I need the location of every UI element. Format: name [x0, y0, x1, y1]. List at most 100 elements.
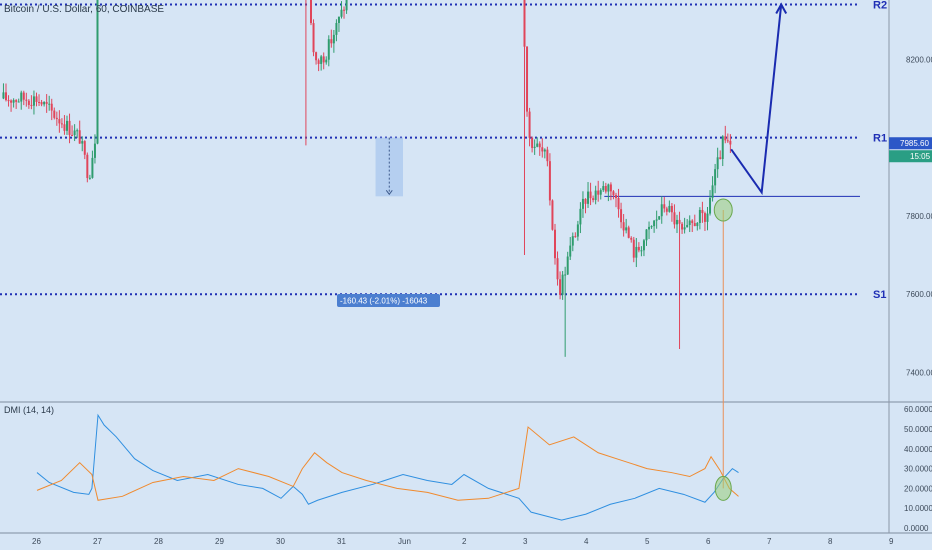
candle-body — [721, 136, 724, 159]
level-label-r1: R1 — [873, 133, 887, 145]
candle-body — [317, 60, 320, 64]
candle-body — [670, 205, 673, 213]
candle-body — [325, 59, 328, 63]
dmi-tick-label: 30.0000 — [904, 465, 932, 474]
dmi-line-minus-di — [36, 426, 739, 501]
candle-body — [63, 124, 66, 131]
candle-body — [602, 186, 605, 191]
measure-label-box — [337, 294, 440, 307]
candle-body — [78, 130, 81, 144]
candle-body — [622, 222, 625, 231]
candle-body — [604, 186, 607, 192]
candle-body — [688, 220, 691, 225]
time-tick-label: 31 — [337, 537, 346, 546]
current-price-label: 7985.60 — [900, 139, 929, 148]
candle-body — [675, 219, 678, 225]
candle-body — [60, 123, 63, 125]
candle-body — [12, 100, 15, 103]
candle-body — [698, 209, 701, 223]
measure-label: -160.43 (-2.01%) -16043 — [340, 297, 428, 306]
candle-body — [686, 224, 689, 228]
candle-body — [594, 190, 597, 201]
candle-body — [630, 237, 633, 240]
candle-body — [574, 236, 577, 238]
signal-marker-price — [713, 198, 733, 222]
candle-body — [96, 0, 99, 144]
candle-body — [50, 103, 53, 111]
current-price-box — [889, 137, 932, 150]
candle-body — [711, 185, 714, 198]
candle-body — [693, 223, 696, 227]
candle-body — [10, 100, 13, 103]
candle-body — [322, 56, 325, 63]
time-tick-label: 2 — [462, 537, 467, 546]
candle-body — [678, 219, 681, 224]
candle-body — [576, 224, 579, 237]
countdown-label: 15:05 — [910, 152, 931, 161]
candle-body — [55, 117, 58, 120]
candle-body — [548, 161, 551, 201]
time-tick-label: 8 — [828, 537, 833, 546]
candle-body — [83, 141, 86, 155]
time-tick-label: 29 — [215, 537, 224, 546]
countdown-box — [889, 150, 932, 163]
candle-body — [556, 258, 559, 280]
candle-body — [589, 191, 592, 199]
candle-body — [541, 147, 544, 152]
candle-body — [660, 204, 663, 217]
price-tick-label: 7400.00 — [906, 369, 932, 378]
candle-body — [523, 0, 526, 47]
candle-body — [327, 39, 330, 60]
candle-body — [650, 226, 653, 228]
candle-body — [340, 9, 343, 17]
dmi-line-plus-di — [36, 413, 739, 521]
projection-arrow — [730, 4, 783, 196]
time-tick-label: 30 — [276, 537, 285, 546]
candle-body — [335, 22, 338, 35]
candle-body — [581, 198, 584, 209]
candle-body — [653, 220, 656, 227]
indicator-label: DMI (14, 14) — [4, 405, 55, 415]
candle-body — [73, 130, 76, 136]
candle-body — [703, 213, 706, 222]
candle-body — [65, 120, 68, 131]
time-tick-label: Jun — [398, 537, 411, 546]
candle-body — [345, 0, 348, 11]
candle-body — [48, 103, 51, 105]
candle-body — [597, 190, 600, 195]
candle-body — [726, 140, 729, 142]
candle-body — [7, 100, 10, 102]
candle-body — [312, 23, 315, 53]
candle-body — [569, 245, 572, 257]
candle-body — [635, 246, 638, 258]
time-tick-label: 3 — [523, 537, 528, 546]
candle-body — [25, 99, 28, 101]
candle-body — [38, 101, 41, 103]
measure-arrowhead — [385, 190, 393, 196]
candle-body — [543, 149, 546, 152]
time-tick-label: 4 — [584, 537, 589, 546]
candle-body — [696, 222, 699, 227]
candle-body — [553, 229, 556, 259]
candle-body — [15, 100, 18, 102]
candle-body — [538, 143, 541, 148]
level-label-s1: S1 — [873, 289, 886, 301]
candle-body — [531, 137, 534, 148]
candle-body — [658, 216, 661, 220]
candle-body — [2, 92, 5, 99]
candle-body — [701, 209, 704, 214]
candle-body — [625, 227, 628, 231]
candle-body — [592, 198, 595, 201]
time-tick-label: 9 — [889, 537, 894, 546]
dmi-tick-label: 40.0000 — [904, 445, 932, 454]
candle-body — [612, 191, 615, 196]
candle-body — [617, 197, 620, 210]
candle-body — [640, 250, 643, 252]
candle-body — [579, 208, 582, 225]
candle-body — [337, 16, 340, 23]
candle-body — [668, 205, 671, 212]
candle-body — [584, 198, 587, 204]
dmi-tick-label: 20.0000 — [904, 484, 932, 493]
candle-body — [599, 190, 602, 195]
